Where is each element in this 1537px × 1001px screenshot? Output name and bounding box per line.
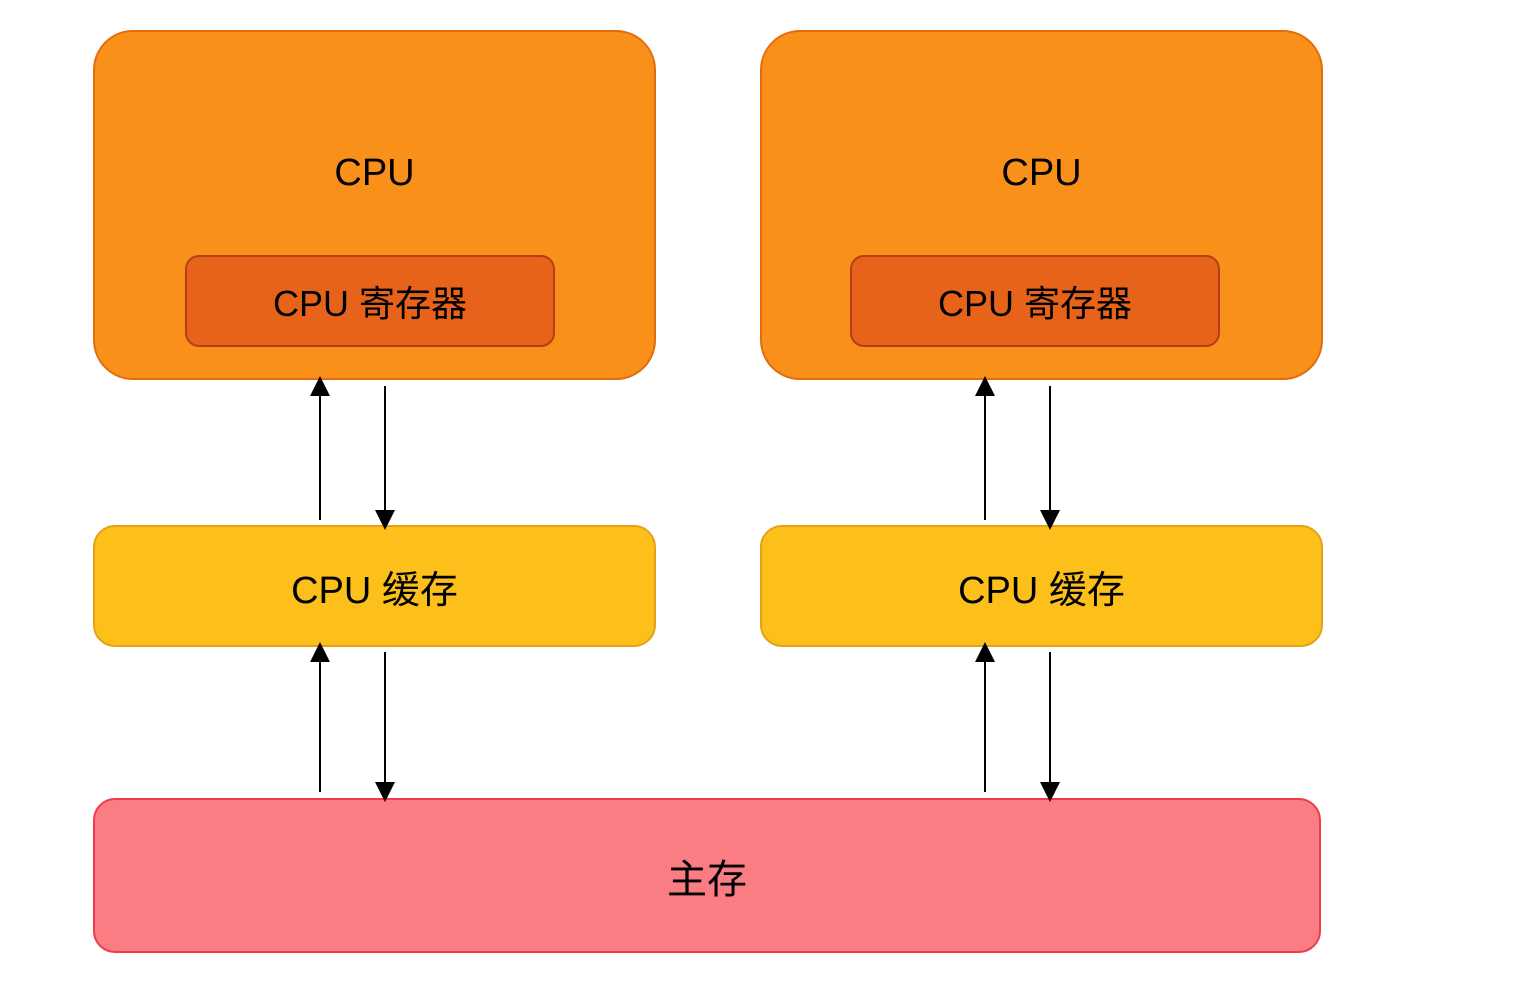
diagram-canvas: CPU CPU 寄存器 CPU CPU 寄存器 CPU 缓存 CPU 缓存 主存 [0, 0, 1537, 1001]
arrow-layer [0, 0, 1537, 1001]
